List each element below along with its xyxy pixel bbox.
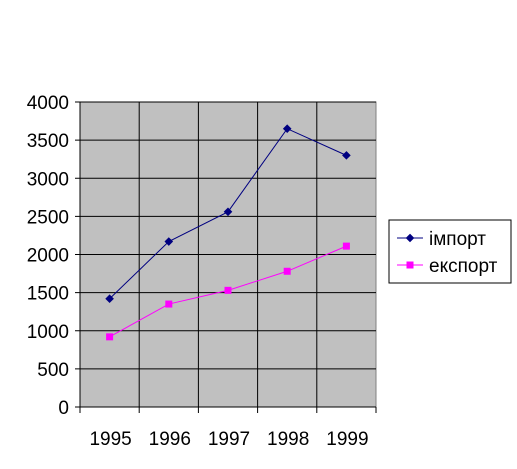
axes: 0 500 1000 1500 2000 2500 3000 3500 4000 1995 1996…	[27, 93, 377, 450]
x-tick-label: 1995	[89, 429, 131, 450]
data-point	[342, 242, 350, 250]
data-point	[283, 267, 291, 275]
x-tick-label: 1999	[326, 429, 368, 450]
data-point	[224, 286, 232, 294]
legend-marker	[405, 233, 415, 243]
y-tick-label: 2500	[27, 207, 69, 228]
data-point	[282, 124, 292, 133]
legend-label: імпорт	[429, 229, 486, 250]
y-tick-label: 3000	[27, 169, 69, 190]
x-tick-label: 1998	[267, 429, 309, 450]
x-tick-label: 1997	[208, 429, 250, 450]
y-tick-label: 2000	[27, 246, 69, 267]
x-tick-label: 1996	[149, 429, 191, 450]
legend-box	[388, 219, 512, 284]
legend: імпорт експорт	[388, 219, 512, 284]
y-tick-label: 4000	[27, 93, 69, 114]
data-point	[223, 207, 233, 217]
y-tick-label: 500	[37, 360, 69, 381]
y-tick-label: 0	[58, 398, 69, 419]
data-point	[106, 333, 114, 341]
legend-label: експорт	[429, 256, 498, 277]
gridlines	[80, 101, 376, 407]
y-tick-label: 1500	[27, 284, 69, 305]
data-point	[342, 151, 351, 160]
series	[105, 124, 351, 341]
legend-marker	[406, 261, 414, 269]
y-tick-label: 1000	[27, 322, 69, 343]
data-point	[165, 300, 173, 308]
y-tick-label: 3500	[27, 131, 69, 152]
data-point	[164, 237, 174, 246]
data-point	[105, 294, 114, 304]
